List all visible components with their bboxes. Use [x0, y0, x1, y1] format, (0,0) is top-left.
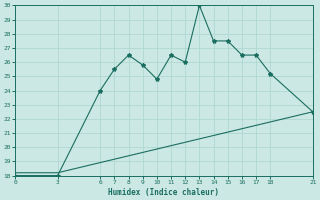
X-axis label: Humidex (Indice chaleur): Humidex (Indice chaleur) [108, 188, 220, 197]
